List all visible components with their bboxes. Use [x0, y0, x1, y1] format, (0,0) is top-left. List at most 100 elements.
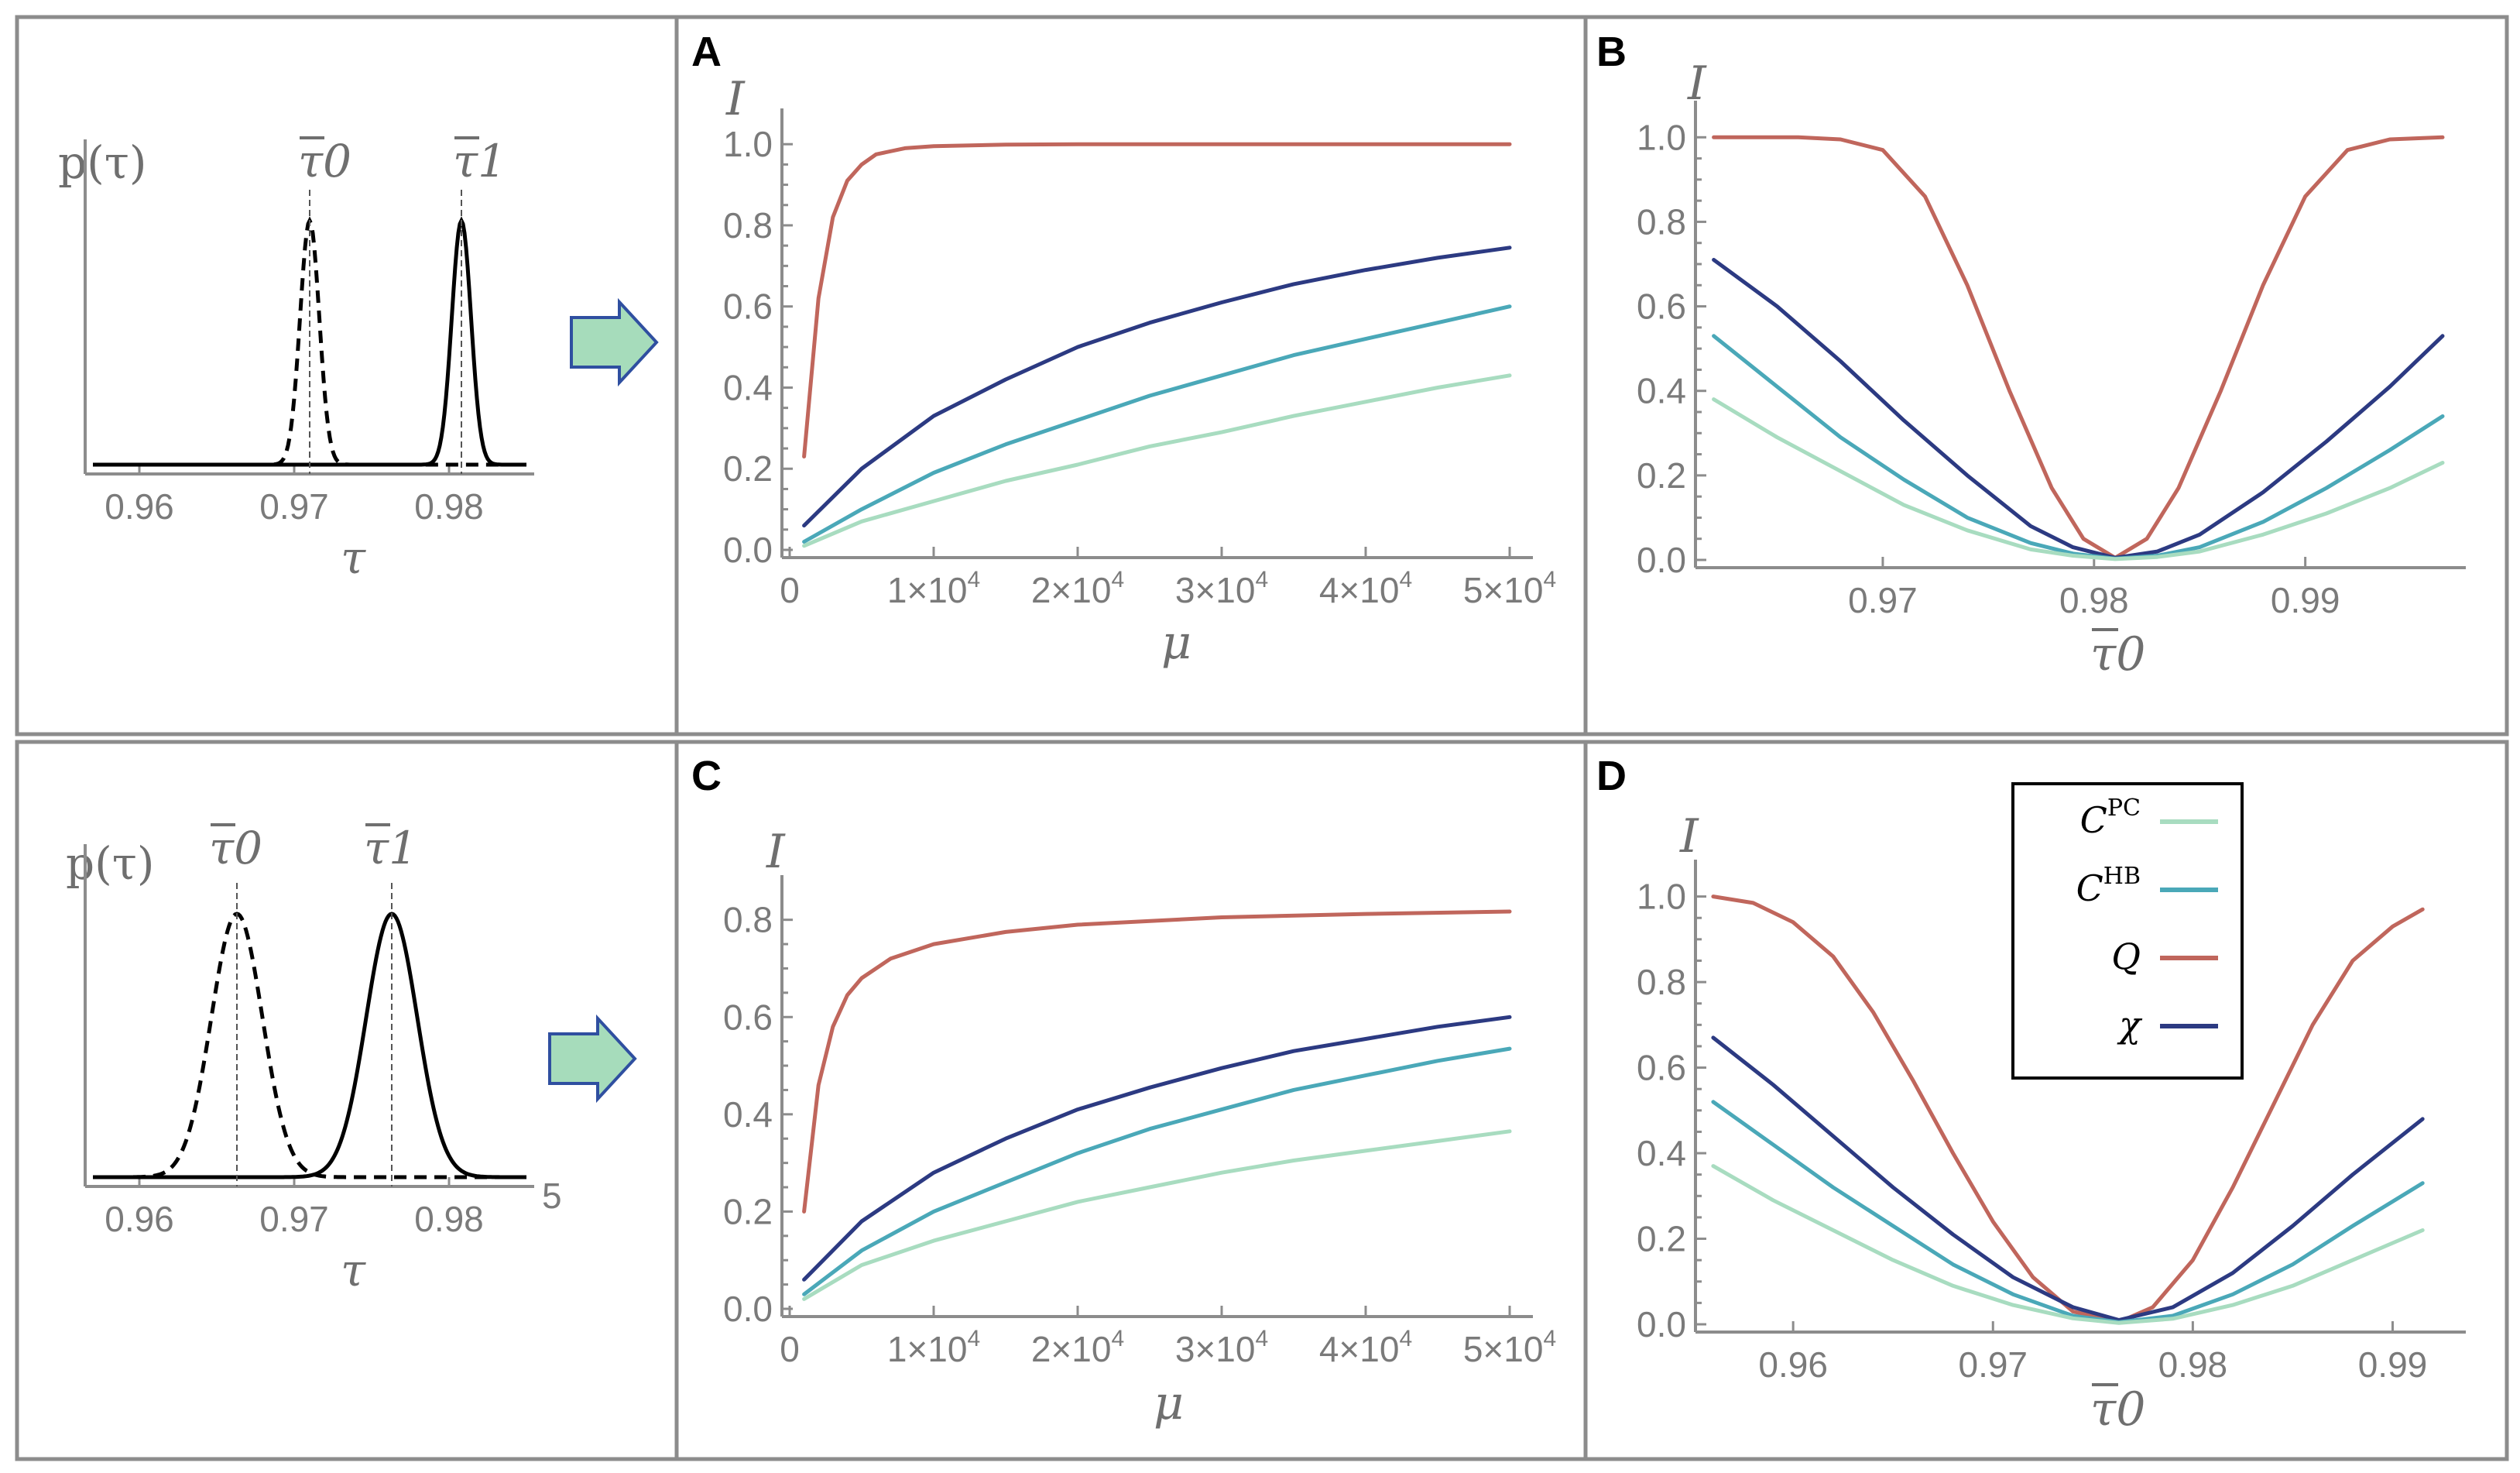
x-tick-label: 0.97 [1848, 580, 1918, 620]
series-line-Q [1712, 135, 2445, 560]
x-tick-label-exponent: 4 [1399, 567, 1412, 592]
y-tick-label: 0.4 [1637, 1133, 1686, 1173]
panel-A-xlabel: μ [1161, 616, 1191, 670]
x-tick-label-exponent: 4 [1543, 567, 1556, 592]
y-tick-label: 0.6 [1637, 287, 1686, 327]
y-tick-label: 0.6 [1637, 1048, 1686, 1088]
x-tick-label: 0.96 [1758, 1344, 1828, 1385]
panel-label-D: D [1596, 753, 1627, 799]
dist-top-peak-label-0: τ0 [298, 135, 351, 187]
series-line-chi [802, 1015, 1512, 1282]
chart-panel-A: A I μ 0.00.20.40.60.81.00 1×104 2×104 3×104… [691, 29, 1556, 670]
legend-label: Q [2111, 936, 2141, 977]
series-line-C_HB [802, 1046, 1512, 1296]
series-line-C_HB [802, 304, 1512, 544]
arrow-right-icon [570, 297, 659, 387]
x-tick-label: 5×104 [1463, 567, 1556, 610]
arrow-top [570, 297, 659, 387]
x-tick-label-exponent: 4 [1543, 1326, 1556, 1351]
x-tick-label: 2×104 [1031, 1326, 1124, 1369]
series-line-C_PC [802, 373, 1512, 548]
x-tick-label-base: 0 [780, 570, 800, 610]
x-tick-label-base: 0 [780, 1329, 800, 1369]
x-tick-label: 0.97 [259, 1199, 329, 1239]
x-tick-label: 1×104 [887, 1326, 980, 1369]
panel-label-B: B [1596, 29, 1627, 75]
x-tick-label: 4×104 [1319, 1326, 1412, 1369]
x-tick-label-base: 4×10 [1319, 1329, 1400, 1369]
arrow-right-icon [548, 1014, 637, 1104]
dist-bottom-xlabel: τ [341, 1244, 366, 1296]
legend-box [2011, 782, 2244, 1080]
y-tick-label: 0.4 [1637, 371, 1686, 411]
x-tick-label-base: 5×10 [1463, 570, 1544, 610]
distribution-panel-bottom: p(τ) τ τ0 τ1 5 0.96 0.97 0.98 [66, 822, 562, 1296]
series-line-Q [1711, 894, 2425, 1324]
series-line-chi [1712, 258, 2445, 560]
x-tick-label: 3×104 [1175, 1326, 1268, 1369]
y-tick-label: 0.8 [723, 900, 773, 940]
dist-top-ylabel: p(τ) [58, 136, 146, 189]
x-tick-label: 0.99 [2271, 580, 2340, 620]
x-tick-label-exponent: 4 [967, 1326, 980, 1351]
x-tick-label-exponent: 4 [967, 567, 980, 592]
bottom-row-frame [15, 740, 2509, 1461]
legend-label-base: Q [2111, 936, 2141, 977]
x-tick-label: 0 [780, 1329, 800, 1369]
legend-label-sup: HB [2103, 863, 2141, 890]
y-tick-label: 0.2 [1637, 1219, 1686, 1259]
x-tick-label: 0.98 [414, 1199, 484, 1239]
x-tick-label-base: 3×10 [1175, 1329, 1256, 1369]
y-tick-label: 0.8 [1637, 201, 1686, 242]
series-line-C_HB [1711, 1100, 2425, 1324]
panel-C-ylabel: I [766, 825, 786, 879]
x-tick-label-exponent: 4 [1111, 1326, 1124, 1351]
x-tick-label-exponent: 4 [1111, 567, 1124, 592]
x-tick-label: 0.99 [2358, 1344, 2428, 1385]
y-tick-label: 0.0 [723, 530, 773, 570]
series-line-Q [802, 909, 1512, 1214]
x-tick-label-exponent: 4 [1255, 567, 1268, 592]
distribution-panel-top: p(τ) τ τ0 τ1 0.96 0.97 0.98 [58, 135, 534, 584]
legend-label-sup: PC [2107, 795, 2141, 822]
x-tick-label: 3×104 [1175, 567, 1268, 610]
panel-C-xlabel: μ [1154, 1376, 1184, 1430]
y-tick-label: 0.6 [723, 287, 773, 327]
legend-label: χ [2117, 1004, 2143, 1046]
y-tick-label: 1.0 [1637, 877, 1686, 917]
y-tick-label: 0.8 [723, 205, 773, 246]
series-line-chi [802, 246, 1512, 528]
arrow-bottom [548, 1014, 637, 1104]
series-line-Q [802, 142, 1512, 458]
series-line-chi [1711, 1035, 2425, 1322]
y-tick-label: 0.4 [723, 1094, 773, 1135]
panel-D-xlabel: τ0 [2090, 1382, 2145, 1437]
dist-top-xlabel: τ [341, 531, 366, 584]
density-curve-tau0 [93, 912, 526, 1179]
x-tick-label: 0.98 [414, 486, 484, 527]
panel-D-ylabel: I [1679, 809, 1699, 864]
series-line-C_HB [1712, 334, 2445, 561]
legend-label-base: C [2076, 867, 2103, 909]
y-tick-label: 0.0 [723, 1289, 773, 1329]
top-row-frame [15, 15, 2509, 736]
x-tick-label: 4×104 [1319, 567, 1412, 610]
panel-label-C: C [691, 753, 722, 799]
series-line-C_PC [802, 1129, 1512, 1301]
x-tick-label: 1×104 [887, 567, 980, 610]
panel-label-A: A [691, 29, 722, 75]
dist-top-peak-label-1: τ1 [453, 135, 506, 187]
x-tick-label: 0.98 [2059, 580, 2129, 620]
x-tick-label-base: 5×10 [1463, 1329, 1544, 1369]
y-tick-label: 0.2 [1637, 455, 1686, 496]
x-tick-label: 0.96 [105, 486, 174, 527]
x-tick-label-base: 3×10 [1175, 570, 1256, 610]
y-tick-label: 1.0 [1637, 117, 1686, 157]
y-tick-label: 0.4 [723, 367, 773, 407]
x-tick-label-exponent: 4 [1399, 1326, 1412, 1351]
density-curve-tau1 [93, 912, 526, 1179]
y-tick-label: 0.2 [723, 1191, 773, 1231]
x-tick-label: 0.98 [2158, 1344, 2228, 1385]
